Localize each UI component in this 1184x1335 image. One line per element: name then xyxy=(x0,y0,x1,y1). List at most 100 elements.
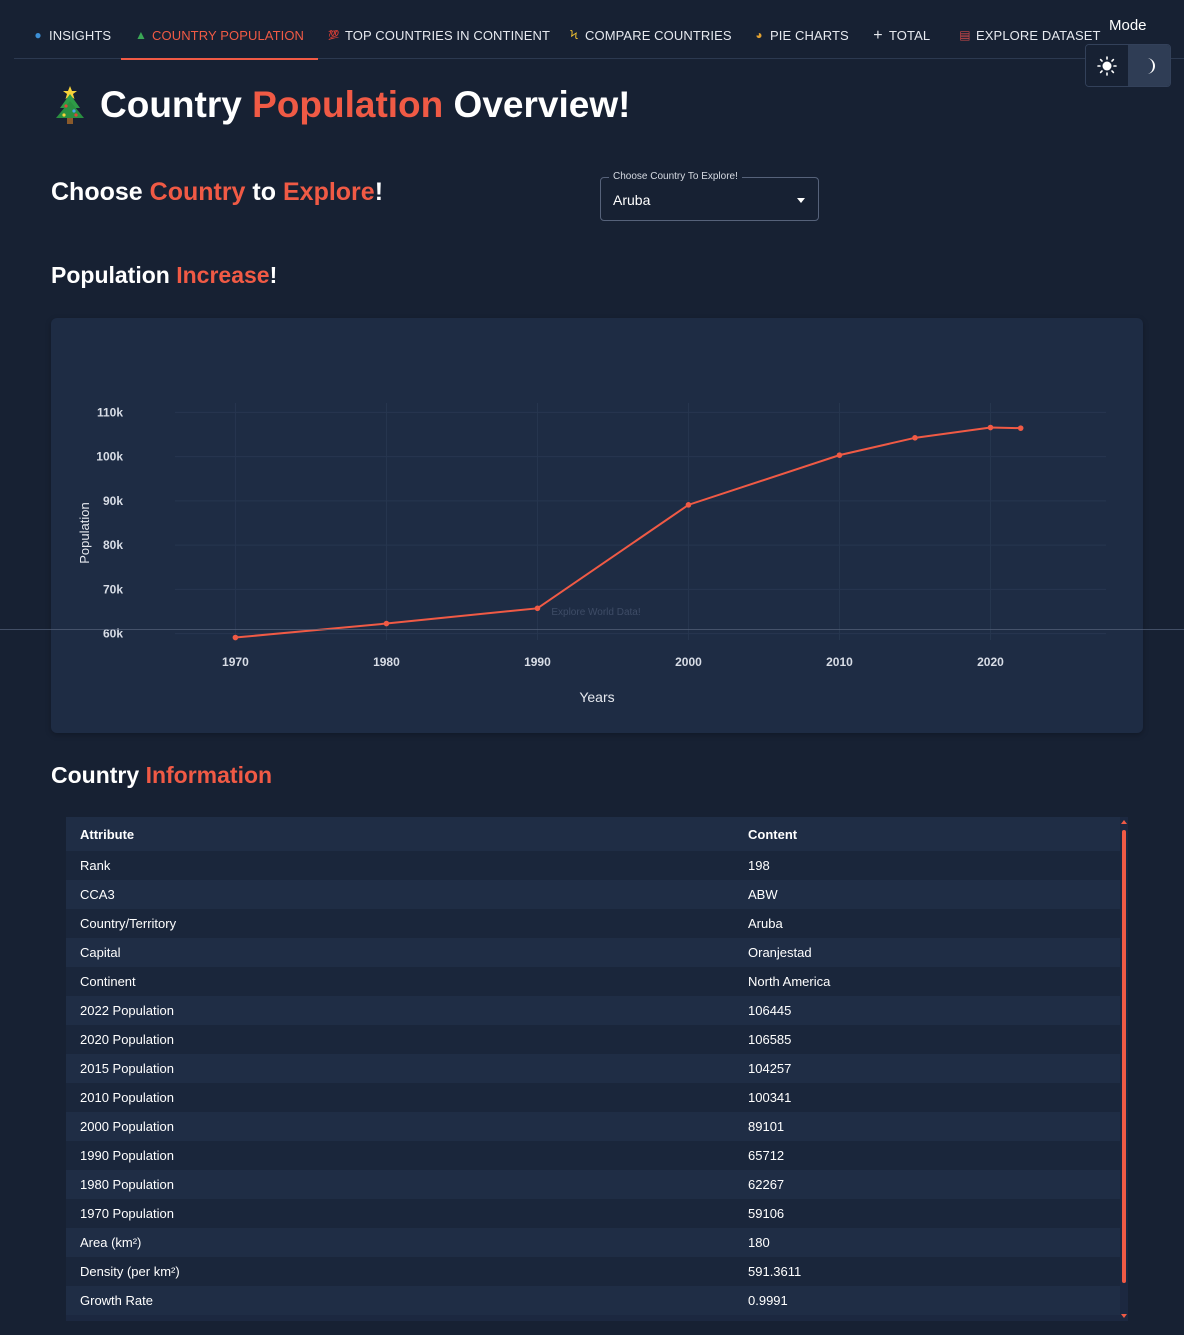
table-header-row: Attribute Content xyxy=(66,817,1120,851)
title-word-accent: Population xyxy=(252,84,444,125)
moon-icon xyxy=(1147,57,1155,74)
christmas-tree-icon xyxy=(56,86,84,124)
y-tick-label: 90k xyxy=(103,494,123,508)
data-point xyxy=(534,605,541,612)
table-row: 1980 Population 62267 xyxy=(66,1170,1120,1199)
chart-watermark: Explore World Data! xyxy=(551,607,640,618)
title-word: Country xyxy=(100,84,242,125)
country-select-value: Aruba xyxy=(613,192,651,208)
tab-total[interactable]: + TOTAL xyxy=(872,22,930,59)
y-tick-label: 70k xyxy=(103,582,123,596)
heading-word: Population xyxy=(51,262,170,288)
data-point xyxy=(232,634,239,641)
content-cell: 0.9991 xyxy=(734,1286,1120,1315)
attribute-cell: CCA3 xyxy=(66,880,734,909)
country-info-table[interactable]: Attribute Content Rank 198 CCA3 ABW Country/… xyxy=(66,817,1128,1321)
heading-word: Country xyxy=(51,762,140,788)
tab-label: TOTAL xyxy=(889,28,931,43)
table-row: 2020 Population 106585 xyxy=(66,1025,1120,1054)
calendar-icon: ▤ xyxy=(959,28,971,42)
column-header-content[interactable]: Content xyxy=(734,817,1120,851)
y-axis-label: Population xyxy=(77,502,92,563)
attribute-cell: Rank xyxy=(66,851,734,880)
pie-icon: ◕ xyxy=(755,28,763,42)
table-row: 1970 Population 59106 xyxy=(66,1199,1120,1228)
attribute-cell: Continent xyxy=(66,967,734,996)
vertical-scrollbar[interactable] xyxy=(1122,830,1126,1283)
data-point xyxy=(685,502,692,508)
table-row: 2000 Population 89101 xyxy=(66,1112,1120,1141)
table-row: Capital Oranjestad xyxy=(66,938,1120,967)
table-row: Country/Territory Aruba xyxy=(66,909,1120,938)
column-header-attribute[interactable]: Attribute xyxy=(66,817,734,851)
sun-icon xyxy=(1097,55,1117,76)
tree-icon: ▲ xyxy=(135,28,147,42)
content-cell: 180 xyxy=(734,1228,1120,1257)
dark-mode-button[interactable] xyxy=(1128,45,1170,86)
content-cell: 59106 xyxy=(734,1199,1120,1228)
population-chart-card: 1970 1980 1990 2000 2010 2020 60k 70k 80k 90k 100k… xyxy=(51,318,1143,733)
x-tick-label: 2000 xyxy=(675,655,702,669)
plus-icon: + xyxy=(873,27,883,44)
mode-toggle[interactable] xyxy=(1085,44,1171,87)
x-tick-label: 2010 xyxy=(826,655,853,669)
mode-label: Mode xyxy=(1109,17,1147,34)
content-cell: 106445 xyxy=(734,996,1120,1025)
x-tick-label: 2020 xyxy=(977,655,1004,669)
light-mode-button[interactable] xyxy=(1086,45,1128,86)
table-row: Area (km²) 180 xyxy=(66,1228,1120,1257)
tab-top-countries-in-continent[interactable]: 💯 TOP COUNTRIES IN CONTINENT xyxy=(328,22,550,59)
scroll-down-arrow[interactable] xyxy=(1121,1314,1127,1318)
info-table: Attribute Content Rank 198 CCA3 ABW Country/… xyxy=(66,817,1120,1315)
population-series-line xyxy=(235,426,1021,639)
tab-label: INSIGHTS xyxy=(49,28,112,43)
tab-country-population[interactable]: ▲ COUNTRY POPULATION xyxy=(120,22,319,60)
data-point xyxy=(383,620,390,627)
heading-word: to xyxy=(252,178,277,206)
top-navigation: ● INSIGHTS ▲ COUNTRY POPULATION 💯 TOP CO… xyxy=(14,0,1184,60)
x-tick-label: 1980 xyxy=(373,655,400,669)
attribute-cell: 1970 Population xyxy=(66,1199,734,1228)
attribute-cell: Density (per km²) xyxy=(66,1257,734,1286)
heading-word-accent: Explore xyxy=(282,178,375,206)
attribute-cell: 1990 Population xyxy=(66,1141,734,1170)
attribute-cell: Capital xyxy=(66,938,734,967)
population-line-chart[interactable]: 1970 1980 1990 2000 2010 2020 60k 70k 80k 90k 100k… xyxy=(51,318,1143,733)
table-row: 2015 Population 104257 xyxy=(66,1054,1120,1083)
title-word: Overview! xyxy=(453,84,631,125)
divider-line xyxy=(0,629,1184,630)
lightning-icon: ϟ xyxy=(570,28,578,42)
tab-label: EXPLORE DATASET xyxy=(976,28,1101,43)
data-point xyxy=(987,424,994,431)
data-point xyxy=(1017,425,1024,431)
tab-compare-countries[interactable]: ϟ COMPARE COUNTRIES xyxy=(568,22,732,59)
page-title: Country Population Overview! xyxy=(52,84,630,126)
table-row: 2022 Population 106445 xyxy=(66,996,1120,1025)
heading-punct: ! xyxy=(374,178,384,206)
y-tick-label: 110k xyxy=(97,405,123,419)
x-axis-label: Years xyxy=(579,689,614,705)
y-tick-label: 80k xyxy=(103,538,123,552)
y-tick-label: 60k xyxy=(103,627,123,641)
content-cell: Aruba xyxy=(734,909,1120,938)
content-cell: North America xyxy=(734,967,1120,996)
content-cell: 106585 xyxy=(734,1025,1120,1054)
hundred-icon: 💯 xyxy=(328,30,340,40)
tab-label: PIE CHARTS xyxy=(770,28,849,43)
attribute-cell: Country/Territory xyxy=(66,909,734,938)
table-row: CCA3 ABW xyxy=(66,880,1120,909)
attribute-cell: 2015 Population xyxy=(66,1054,734,1083)
tab-label: COUNTRY POPULATION xyxy=(152,28,305,43)
country-select-label: Choose Country To Explore! xyxy=(609,171,742,182)
heading-punct: ! xyxy=(269,262,278,288)
tab-pie-charts[interactable]: ◕ PIE CHARTS xyxy=(753,22,849,59)
table-row: Growth Rate 0.9991 xyxy=(66,1286,1120,1315)
table-row: 1990 Population 65712 xyxy=(66,1141,1120,1170)
tab-explore-dataset[interactable]: ▤ EXPLORE DATASET xyxy=(959,22,1101,59)
scroll-up-arrow[interactable] xyxy=(1121,820,1127,824)
country-information-heading: Country Information xyxy=(51,762,272,789)
table-row: Rank 198 xyxy=(66,851,1120,880)
tab-insights[interactable]: ● INSIGHTS xyxy=(32,22,111,59)
country-select[interactable]: Choose Country To Explore! Aruba xyxy=(600,171,819,221)
y-tick-label: 100k xyxy=(96,450,123,464)
